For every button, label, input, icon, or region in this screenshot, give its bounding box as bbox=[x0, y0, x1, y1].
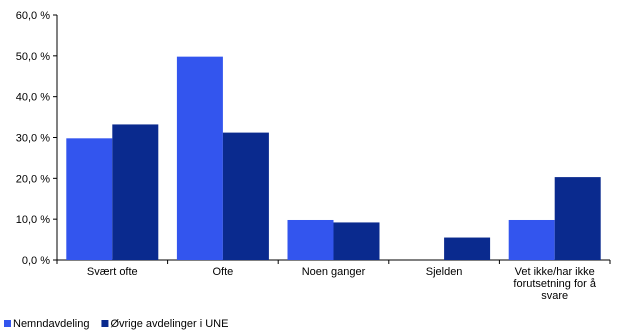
legend-label: Øvrige avdelinger i UNE bbox=[110, 318, 228, 330]
legend: Nemndavdeling Øvrige avdelinger i UNE bbox=[4, 318, 228, 330]
y-tick-label: 20,0 % bbox=[16, 173, 50, 185]
bar bbox=[444, 237, 491, 260]
category-label: Vet ikke/har ikke forutsetning for å svare bbox=[513, 266, 596, 302]
y-tick-label: 0,0 % bbox=[22, 255, 50, 267]
legend-label: Nemndavdeling bbox=[13, 318, 89, 330]
y-tick-labels: 0,0 % 10,0 % 20,0 % 30,0 % 40,0 % 50,0 % 60,0 … bbox=[16, 10, 50, 267]
category-labels: Svært ofte Ofte Noen ganger Sjelden Vet ikke… bbox=[87, 266, 597, 302]
legend-swatch bbox=[4, 320, 11, 327]
bar bbox=[333, 222, 380, 260]
bar bbox=[176, 56, 223, 261]
bar bbox=[554, 177, 601, 260]
category-label: Svært ofte bbox=[87, 266, 138, 278]
bar bbox=[222, 132, 269, 260]
y-tick-label: 50,0 % bbox=[16, 51, 50, 63]
category-label: Sjelden bbox=[426, 266, 463, 278]
bar bbox=[112, 124, 159, 260]
legend-swatch bbox=[101, 320, 109, 327]
y-tick-label: 60,0 % bbox=[16, 10, 50, 22]
category-label: Noen ganger bbox=[302, 266, 366, 278]
category-label: Ofte bbox=[213, 266, 234, 278]
y-tick-label: 10,0 % bbox=[16, 214, 50, 226]
bar bbox=[287, 219, 334, 260]
y-tick-label: 30,0 % bbox=[16, 133, 50, 145]
bars bbox=[66, 56, 601, 261]
y-tick-label: 40,0 % bbox=[16, 92, 50, 104]
bar bbox=[508, 219, 555, 260]
bar bbox=[66, 138, 113, 260]
